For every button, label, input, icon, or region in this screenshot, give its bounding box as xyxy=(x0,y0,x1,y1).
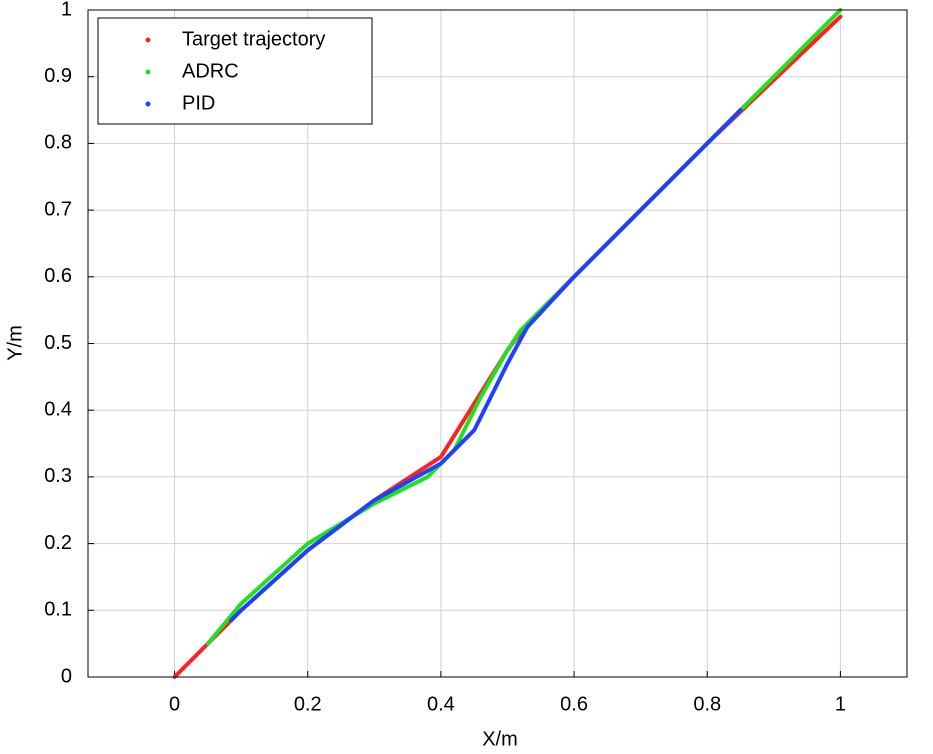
legend-marker xyxy=(145,37,151,43)
y-tick-label: 0.8 xyxy=(44,132,72,154)
y-tick-label: 0 xyxy=(61,665,72,687)
x-axis-label: X/m xyxy=(482,728,518,750)
legend-label: Target trajectory xyxy=(182,28,325,50)
x-tick-label: 0 xyxy=(169,693,180,715)
y-tick-label: 0.5 xyxy=(44,332,72,354)
plot-border xyxy=(87,9,908,678)
y-tick-label: 0.6 xyxy=(44,265,72,287)
x-tick-label: 1 xyxy=(835,693,846,715)
legend-marker xyxy=(145,101,151,107)
series-line xyxy=(229,108,743,623)
x-tick-label: 0.8 xyxy=(693,693,721,715)
legend-label: PID xyxy=(182,92,215,114)
x-tick-label: 0.6 xyxy=(560,693,588,715)
y-axis-label: Y/m xyxy=(4,325,26,361)
x-tick-label: 0.4 xyxy=(427,693,455,715)
legend-marker xyxy=(145,69,151,75)
x-tick-label: 0.2 xyxy=(294,693,322,715)
legend-box xyxy=(97,17,373,125)
y-tick-label: 0.9 xyxy=(44,65,72,87)
y-tick-label: 0.7 xyxy=(44,198,72,220)
y-tick-label: 0.3 xyxy=(44,465,72,487)
y-tick-label: 0.4 xyxy=(44,398,72,420)
y-tick-label: 0.2 xyxy=(44,532,72,554)
y-tick-label: 0.1 xyxy=(44,599,72,621)
legend-label: ADRC xyxy=(182,60,239,82)
y-tick-label: 1 xyxy=(61,0,72,20)
